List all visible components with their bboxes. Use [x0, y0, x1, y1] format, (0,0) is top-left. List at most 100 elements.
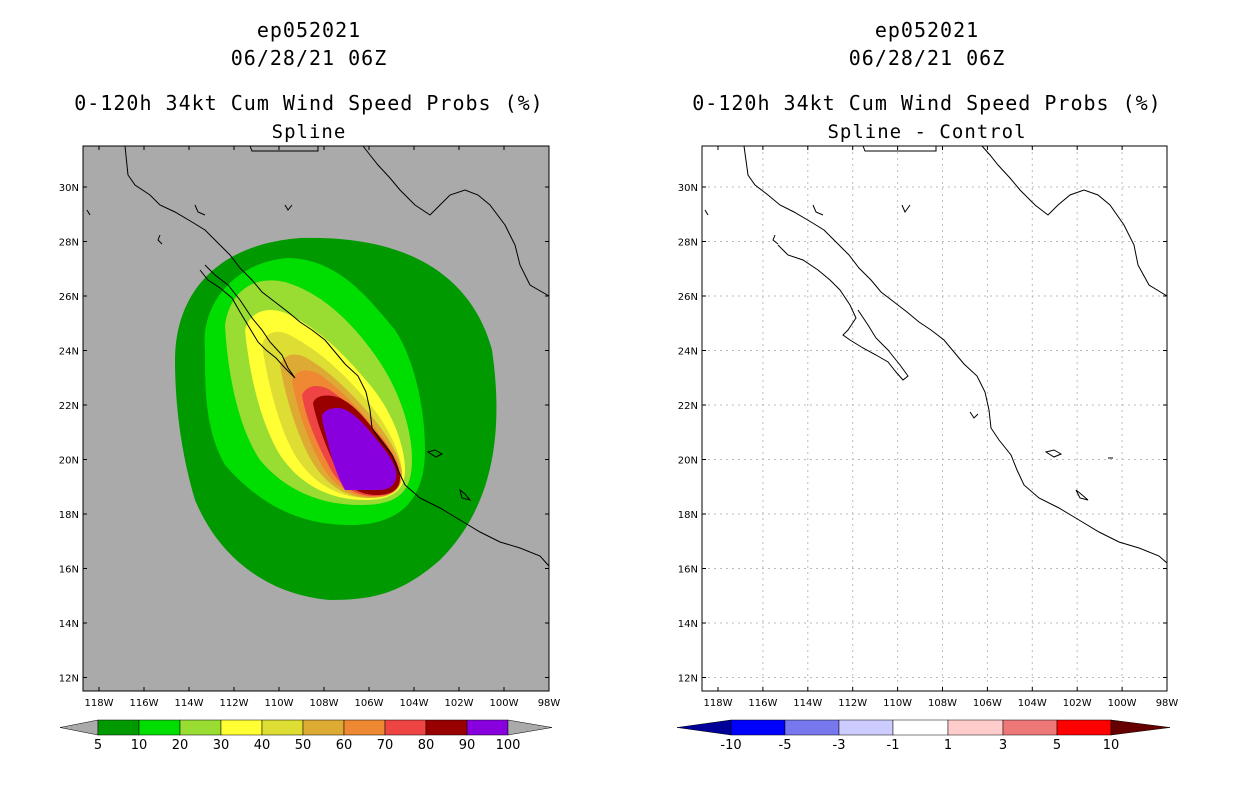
coastline-gulf-east — [362, 145, 550, 297]
lat-label: 16N — [59, 565, 79, 576]
axis-ticks: 30N 28N 26N 24N 22N 20N 18N 16N 14N 12N 118W 116W 11… — [678, 146, 1178, 709]
lat-label: 12N — [678, 674, 698, 685]
lon-label: 104W — [1018, 698, 1047, 709]
island-2 — [1075, 489, 1089, 501]
colorbar-swatch — [384, 719, 427, 736]
map-background — [702, 146, 1167, 691]
colorbar-label: 5 — [1053, 738, 1061, 753]
colorbar-swatch — [1056, 719, 1112, 736]
lon-label: 106W — [973, 698, 1002, 709]
lat-label: 20N — [678, 456, 698, 467]
coast-frag-2 — [194, 204, 206, 216]
colorbar-swatch — [425, 719, 468, 736]
colorbar-swatch — [179, 719, 222, 736]
colorbar-swatch — [302, 719, 345, 736]
lon-label: 108W — [310, 698, 339, 709]
colorbar-label: 90 — [459, 738, 476, 753]
coast-frag-3 — [284, 204, 293, 211]
colorbar-swatch — [466, 719, 509, 736]
lon-label: 118W — [85, 698, 114, 709]
coast-frag-1 — [772, 234, 779, 245]
lon-label: 102W — [445, 698, 474, 709]
colorbar-left-arrow — [59, 719, 99, 736]
coast-frag-2 — [812, 204, 824, 216]
coastline-mainland — [124, 145, 550, 567]
lat-label: 28N — [59, 238, 79, 249]
colorbar-label: 1 — [944, 738, 952, 753]
lat-label: 22N — [678, 401, 698, 412]
product-title: 0-120h 34kt Cum Wind Speed Probs (%) — [692, 91, 1162, 115]
lon-label: 116W — [748, 698, 777, 709]
map-frame — [701, 145, 1168, 692]
lat-label: 24N — [59, 347, 79, 358]
colorbar-label: 20 — [172, 738, 189, 753]
lon-label: 98W — [538, 698, 561, 709]
colorbar-swatch — [220, 719, 263, 736]
contour-90 — [322, 407, 397, 490]
colorbar-label: 40 — [254, 738, 271, 753]
storm-id: ep052021 — [256, 18, 362, 42]
datetime: 06/28/21 06Z — [848, 46, 1006, 70]
lat-label: 14N — [59, 619, 79, 630]
product-title: 0-120h 34kt Cum Wind Speed Probs (%) — [74, 91, 544, 115]
lon-label: 116W — [130, 698, 159, 709]
coast-frag-4 — [704, 209, 709, 216]
colorbar-label: 30 — [213, 738, 230, 753]
lon-label: 110W — [265, 698, 294, 709]
lat-label: 22N — [59, 401, 79, 412]
island-1 — [426, 449, 444, 458]
coast-frag-3 — [901, 204, 911, 214]
island-1 — [1044, 449, 1063, 458]
coastline-mainland — [743, 145, 1168, 564]
lat-label: 26N — [59, 292, 79, 303]
datetime: 06/28/21 06Z — [230, 46, 388, 70]
coast-frag-4 — [86, 209, 91, 216]
colorbar-label: 3 — [999, 738, 1007, 753]
coastline-top — [249, 145, 319, 152]
coast-frag-5 — [969, 411, 979, 419]
colorbar-label: 10 — [1103, 738, 1120, 753]
colorbar-label: 5 — [94, 738, 102, 753]
lon-label: 104W — [400, 698, 429, 709]
lat-label: 20N — [59, 456, 79, 467]
colorbar-label: -5 — [779, 738, 792, 753]
colorbar: -10 -5 -3 -1 1 3 5 10 — [676, 719, 1171, 753]
gridlines — [702, 146, 1167, 691]
colorbar-swatch — [730, 719, 786, 736]
left-panel: ep052021 06/28/21 06Z 0-120h 34kt Cum Wi… — [59, 18, 561, 753]
coastline-gulf-east — [981, 145, 1168, 297]
colorbar-label: 70 — [377, 738, 394, 753]
lon-label: 114W — [793, 698, 822, 709]
probability-contours — [175, 237, 497, 600]
colorbar-left-arrow — [676, 719, 732, 736]
left-map-svg: 30N 28N 26N 24N 22N 20N 18N 16N 14N 12N 118W 116W 11… — [59, 145, 561, 753]
lat-label: 28N — [678, 238, 698, 249]
map-frame — [82, 145, 550, 692]
panel-subtitle: Spline — [271, 121, 347, 143]
right-panel: ep052021 06/28/21 06Z 0-120h 34kt Cum Wi… — [618, 0, 1236, 800]
colorbar-swatch — [784, 719, 840, 736]
lon-label: 106W — [355, 698, 384, 709]
lon-label: 114W — [175, 698, 204, 709]
lat-label: 30N — [59, 183, 79, 194]
lat-label: 18N — [59, 510, 79, 521]
axis-ticks: 30N 28N 26N 24N 22N 20N 18N 16N 14N 12N 118W 116W 11… — [59, 146, 561, 709]
coast-frag-1 — [157, 234, 163, 245]
lat-label: 30N — [678, 183, 698, 194]
coastlines — [704, 145, 1168, 564]
colorbar-label: 50 — [295, 738, 312, 753]
colorbar-swatch — [343, 719, 386, 736]
lon-label: 108W — [928, 698, 957, 709]
colorbar-label: 10 — [131, 738, 148, 753]
lat-label: 18N — [678, 510, 698, 521]
colorbar-swatch — [138, 719, 181, 736]
colorbar-swatch — [947, 719, 1004, 736]
lat-label: 12N — [59, 674, 79, 685]
lat-label: 24N — [678, 347, 698, 358]
lon-label: 100W — [490, 698, 519, 709]
colorbar-right-arrow — [1110, 719, 1171, 736]
colorbar-label: -10 — [720, 738, 741, 753]
lon-label: 112W — [220, 698, 249, 709]
colorbar: 5 10 20 30 40 50 60 70 80 90 100 — [59, 719, 553, 753]
